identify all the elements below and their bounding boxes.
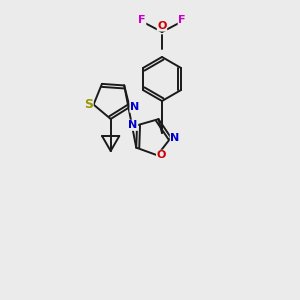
Text: N: N — [130, 102, 139, 112]
Text: F: F — [138, 15, 146, 25]
Text: S: S — [84, 98, 93, 111]
Text: N: N — [170, 133, 180, 143]
Text: F: F — [178, 15, 186, 25]
Text: N: N — [128, 120, 138, 130]
Text: O: O — [157, 21, 167, 31]
Text: O: O — [157, 150, 166, 160]
